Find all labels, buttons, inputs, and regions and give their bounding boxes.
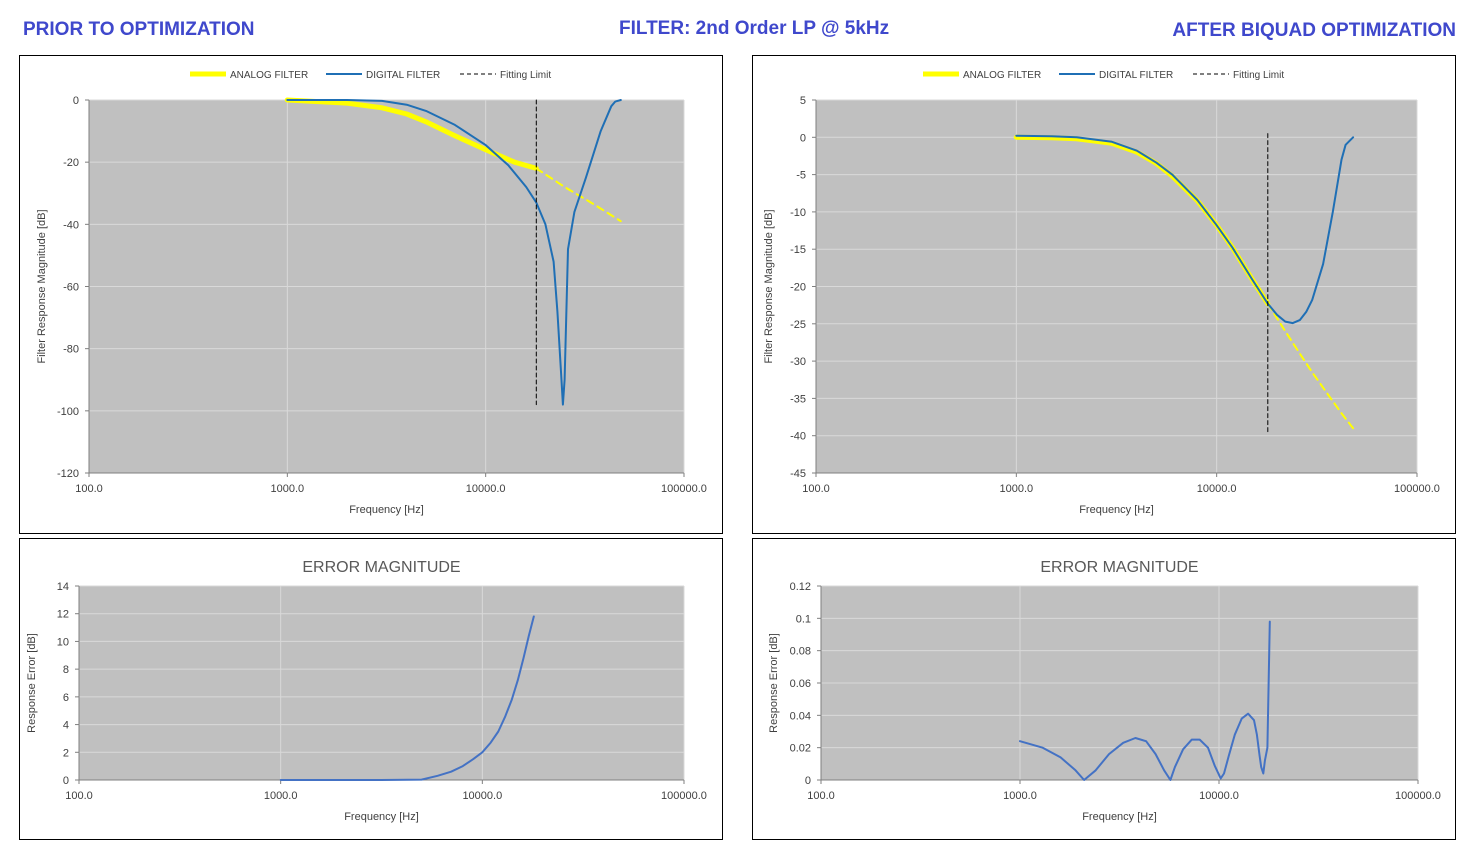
- y-tick-label: 0: [805, 775, 811, 787]
- analog-filter-extrapolated-line: [1266, 302, 1355, 430]
- x-tick-label: 10000.0: [462, 790, 502, 802]
- y-tick-label: -40: [790, 431, 806, 443]
- chart-title: ERROR MAGNITUDE: [1040, 559, 1198, 576]
- y-tick-label: 0.06: [790, 678, 811, 690]
- x-tick-label: 100.0: [75, 483, 103, 495]
- plot-area: [79, 586, 684, 780]
- y-tick-label: -10: [790, 207, 806, 219]
- y-tick-label: 8: [63, 664, 69, 676]
- chart-after-error: 0 0.02 0.04 0.06 0.08 0.1 0.12 100.0 1000.0 10000…: [752, 538, 1456, 840]
- x-tick-label: 100000.0: [661, 483, 707, 495]
- y-tick-label: -20: [790, 282, 806, 294]
- y-tick-label: 0.08: [790, 646, 811, 658]
- x-axis-label: Frequency [Hz]: [344, 811, 419, 823]
- y-axis-label: Response Error [dB]: [768, 633, 780, 733]
- legend-digital-filter-label: DIGITAL FILTER: [1099, 70, 1173, 81]
- x-tick-label: 1000.0: [1003, 790, 1037, 802]
- chart-svg: 0 2 4 6 8 10 12 14 100.0 1000.0 10000.0 100000.0 Fre…: [26, 559, 707, 823]
- y-tick-label: 2: [63, 747, 69, 759]
- x-tick-label: 10000.0: [466, 483, 506, 495]
- y-tick-label: 0.12: [790, 581, 811, 593]
- y-tick-label: 12: [57, 609, 69, 621]
- y-tick-label: 0.04: [790, 710, 811, 722]
- y-axis-label: Filter Response Magnitude [dB]: [763, 209, 775, 363]
- y-tick-label: 0.02: [790, 743, 811, 755]
- y-tick-label: 14: [57, 581, 69, 593]
- chart-before-response: 0 -20 -40 -60 -80 -100 -120 100.0 1000.0 10000.0 1…: [19, 55, 723, 534]
- x-tick-label: 10000.0: [1197, 483, 1237, 495]
- x-tick-label: 1000.0: [1000, 483, 1034, 495]
- y-tick-label: 10: [57, 636, 69, 648]
- y-tick-label: -35: [790, 393, 806, 405]
- y-tick-label: -25: [790, 319, 806, 331]
- legend-analog-filter-label: ANALOG FILTER: [963, 70, 1041, 81]
- x-tick-label: 100000.0: [1394, 483, 1440, 495]
- legend-digital-filter-label: DIGITAL FILTER: [366, 70, 440, 81]
- chart-svg: 5 0 -5 -10 -15 -20 -25 -30 -35 -40 -45 100.0 1000.0 1…: [763, 70, 1440, 516]
- y-tick-label: -20: [63, 157, 79, 169]
- y-tick-label: -45: [790, 468, 806, 480]
- legend: ANALOG FILTER DIGITAL FILTER Fitting Limit: [923, 70, 1284, 81]
- header-prior-to-optimization: PRIOR TO OPTIMIZATION: [23, 19, 255, 40]
- y-tick-label: 0: [73, 95, 79, 107]
- chart-title: ERROR MAGNITUDE: [302, 559, 460, 576]
- x-axis-label: Frequency [Hz]: [1079, 504, 1154, 516]
- chart-svg: 0 0.02 0.04 0.06 0.08 0.1 0.12 100.0 1000.0 10000…: [768, 559, 1441, 823]
- y-tick-label: 0: [63, 775, 69, 787]
- y-tick-label: -100: [57, 406, 79, 418]
- header-filter-description: FILTER: 2nd Order LP @ 5kHz: [619, 18, 890, 39]
- x-tick-label: 100.0: [65, 790, 93, 802]
- x-tick-label: 1000.0: [264, 790, 298, 802]
- chart-after-response: 5 0 -5 -10 -15 -20 -25 -30 -35 -40 -45 100.0 1000.0 1…: [752, 55, 1456, 534]
- legend-fitting-limit-label: Fitting Limit: [500, 70, 551, 81]
- y-tick-label: -80: [63, 344, 79, 356]
- chart-svg: 0 -20 -40 -60 -80 -100 -120 100.0 1000.0 10000.0 1…: [36, 70, 707, 516]
- y-tick-label: -30: [790, 356, 806, 368]
- x-tick-label: 100.0: [807, 790, 835, 802]
- header-after-biquad-optimization: AFTER BIQUAD OPTIMIZATION: [1172, 20, 1456, 41]
- y-tick-label: -60: [63, 282, 79, 294]
- y-tick-label: -5: [796, 170, 806, 182]
- x-axis-label: Frequency [Hz]: [1082, 811, 1157, 823]
- chart-before-error: 0 2 4 6 8 10 12 14 100.0 1000.0 10000.0 100000.0 Fre…: [19, 538, 723, 840]
- y-tick-label: -40: [63, 219, 79, 231]
- y-tick-label: 6: [63, 692, 69, 704]
- y-tick-label: -120: [57, 468, 79, 480]
- y-tick-label: 4: [63, 720, 69, 732]
- x-tick-label: 100000.0: [1395, 790, 1441, 802]
- y-tick-label: 0.1: [796, 613, 811, 625]
- x-tick-label: 100.0: [802, 483, 830, 495]
- y-tick-label: -15: [790, 244, 806, 256]
- digital-filter-line: [286, 99, 622, 406]
- y-tick-label: 0: [800, 132, 806, 144]
- x-axis-label: Frequency [Hz]: [349, 504, 424, 516]
- y-tick-label: 5: [800, 95, 806, 107]
- y-axis-label: Response Error [dB]: [26, 633, 38, 733]
- analog-filter-line: [284, 97, 539, 171]
- error-magnitude-line: [1019, 620, 1271, 781]
- y-axis-label: Filter Response Magnitude [dB]: [36, 209, 48, 363]
- legend-fitting-limit-label: Fitting Limit: [1233, 70, 1284, 81]
- legend-analog-filter-label: ANALOG FILTER: [230, 70, 308, 81]
- x-tick-label: 10000.0: [1199, 790, 1239, 802]
- x-tick-label: 1000.0: [271, 483, 305, 495]
- error-magnitude-line: [279, 615, 535, 781]
- x-tick-label: 100000.0: [661, 790, 707, 802]
- legend: ANALOG FILTER DIGITAL FILTER Fitting Limit: [190, 70, 551, 81]
